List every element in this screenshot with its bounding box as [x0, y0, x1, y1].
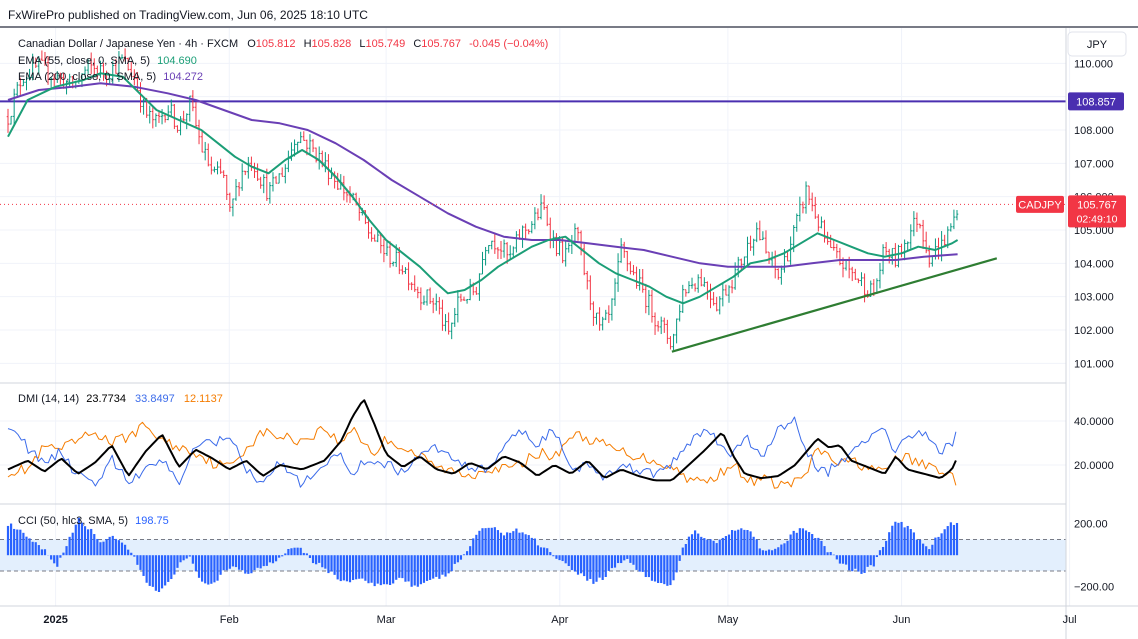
symbol-line: Canadian Dollar / Japanese Yen · 4h · FX… [18, 38, 548, 50]
ema200-line [7, 82, 958, 268]
time-tick-label: Apr [551, 614, 568, 626]
cci-tick-label: 200.00 [1074, 519, 1108, 531]
dmi-tick-label: 20.0000 [1074, 460, 1114, 472]
price-tick-label: 110.000 [1074, 58, 1113, 70]
price-pane[interactable] [0, 48, 1066, 353]
ohlc-l-label: L [359, 38, 365, 50]
cci-legend: CCI (50, hlc3, SMA, 5) 198.75 [18, 515, 169, 527]
adx-line [7, 399, 957, 482]
countdown-timer: 02:49:10 [1077, 213, 1118, 225]
symbol-badge: CADJPY [1016, 195, 1064, 213]
ohlc-close: 105.767 [421, 38, 461, 50]
currency-button[interactable]: JPY [1067, 31, 1127, 57]
symbol-badge-text: CADJPY [1018, 199, 1062, 211]
price-tick-label: 103.000 [1074, 292, 1114, 304]
trendline-path [671, 257, 998, 353]
ohlc-h-label: H [304, 38, 312, 50]
last-price-value: 105.767 [1077, 199, 1117, 211]
cci-legend-label: CCI (50, hlc3, SMA, 5) [18, 515, 128, 527]
ema200-legend-label: EMA (200, close, 0, SMA, 5) [18, 71, 156, 83]
ema55-legend-label: EMA (55, close, 0, SMA, 5) [18, 55, 150, 67]
ohlc-change: -0.045 (−0.04%) [469, 38, 548, 50]
ohlc-open: 105.812 [256, 38, 296, 50]
trendline[interactable] [671, 257, 998, 353]
ema200-legend: EMA (200, close, 0, SMA, 5) 104.272 [18, 71, 203, 83]
dmi-tick-label: 40.0000 [1074, 416, 1114, 428]
price-tick-label: 107.000 [1074, 158, 1114, 170]
cci-tick-label: −200.00 [1074, 582, 1114, 594]
plus-di-value: 33.8497 [135, 393, 175, 405]
chart-canvas[interactable]: 110.000109.000108.000107.000106.000105.0… [0, 28, 1138, 639]
dmi-pane[interactable] [7, 399, 957, 489]
ema55-legend-value: 104.690 [157, 55, 197, 67]
grid [0, 28, 1071, 606]
time-axis[interactable]: 2025 Feb Mar Apr May Jun Jul [43, 614, 1076, 626]
currency-label: JPY [1087, 39, 1108, 51]
ohlc-c-label: C [413, 38, 421, 50]
ohlc-low: 105.749 [365, 38, 405, 50]
last-price-tag: 105.767 02:49:10 [1068, 195, 1126, 228]
time-tick-label: Jun [893, 614, 911, 626]
cci-value: 198.75 [135, 515, 169, 527]
ema200-legend-value: 104.272 [163, 71, 203, 83]
publisher-text: FxWirePro published on TradingView.com, … [8, 8, 368, 22]
price-tick-label: 104.000 [1074, 258, 1114, 270]
symbol-title: Canadian Dollar / Japanese Yen · 4h · FX… [18, 38, 238, 50]
price-tick-label: 101.000 [1074, 358, 1114, 370]
ema55-path [7, 72, 959, 305]
hline-price-label: 108.857 [1076, 96, 1116, 108]
ohlc-o-label: O [247, 38, 256, 50]
ema55-line [7, 72, 959, 305]
price-tick-label: 105.000 [1074, 225, 1114, 237]
price-tick-label: 108.000 [1074, 125, 1114, 137]
dmi-axis[interactable]: 40.0000 20.0000 [1074, 416, 1114, 472]
cci-pane[interactable] [0, 517, 1066, 593]
dmi-legend: DMI (14, 14) 23.7734 33.8497 12.1137 [18, 393, 223, 405]
dmi-legend-label: DMI (14, 14) [18, 393, 79, 405]
minus_di-line [7, 421, 957, 489]
price-tick-label: 102.000 [1074, 325, 1114, 337]
plus_di-line [7, 416, 957, 488]
time-tick-label: Mar [377, 614, 396, 626]
hline-price-tag: 108.857 [1068, 92, 1124, 111]
price-bars [6, 48, 959, 351]
time-tick-label: 2025 [43, 614, 67, 626]
minus-di-value: 12.1137 [184, 393, 223, 405]
ema55-legend: EMA (55, close, 0, SMA, 5) 104.690 [18, 55, 197, 67]
ohlc-high: 105.828 [312, 38, 352, 50]
publisher-bar: FxWirePro published on TradingView.com, … [0, 0, 1138, 28]
time-tick-label: May [717, 614, 738, 626]
cci-axis[interactable]: 200.00 −200.00 [1074, 519, 1114, 594]
adx-value: 23.7734 [86, 393, 126, 405]
price-legend: Canadian Dollar / Japanese Yen · 4h · FX… [18, 38, 548, 83]
ema200-path [7, 82, 958, 268]
time-tick-label: Feb [220, 614, 239, 626]
time-tick-label: Jul [1063, 614, 1077, 626]
